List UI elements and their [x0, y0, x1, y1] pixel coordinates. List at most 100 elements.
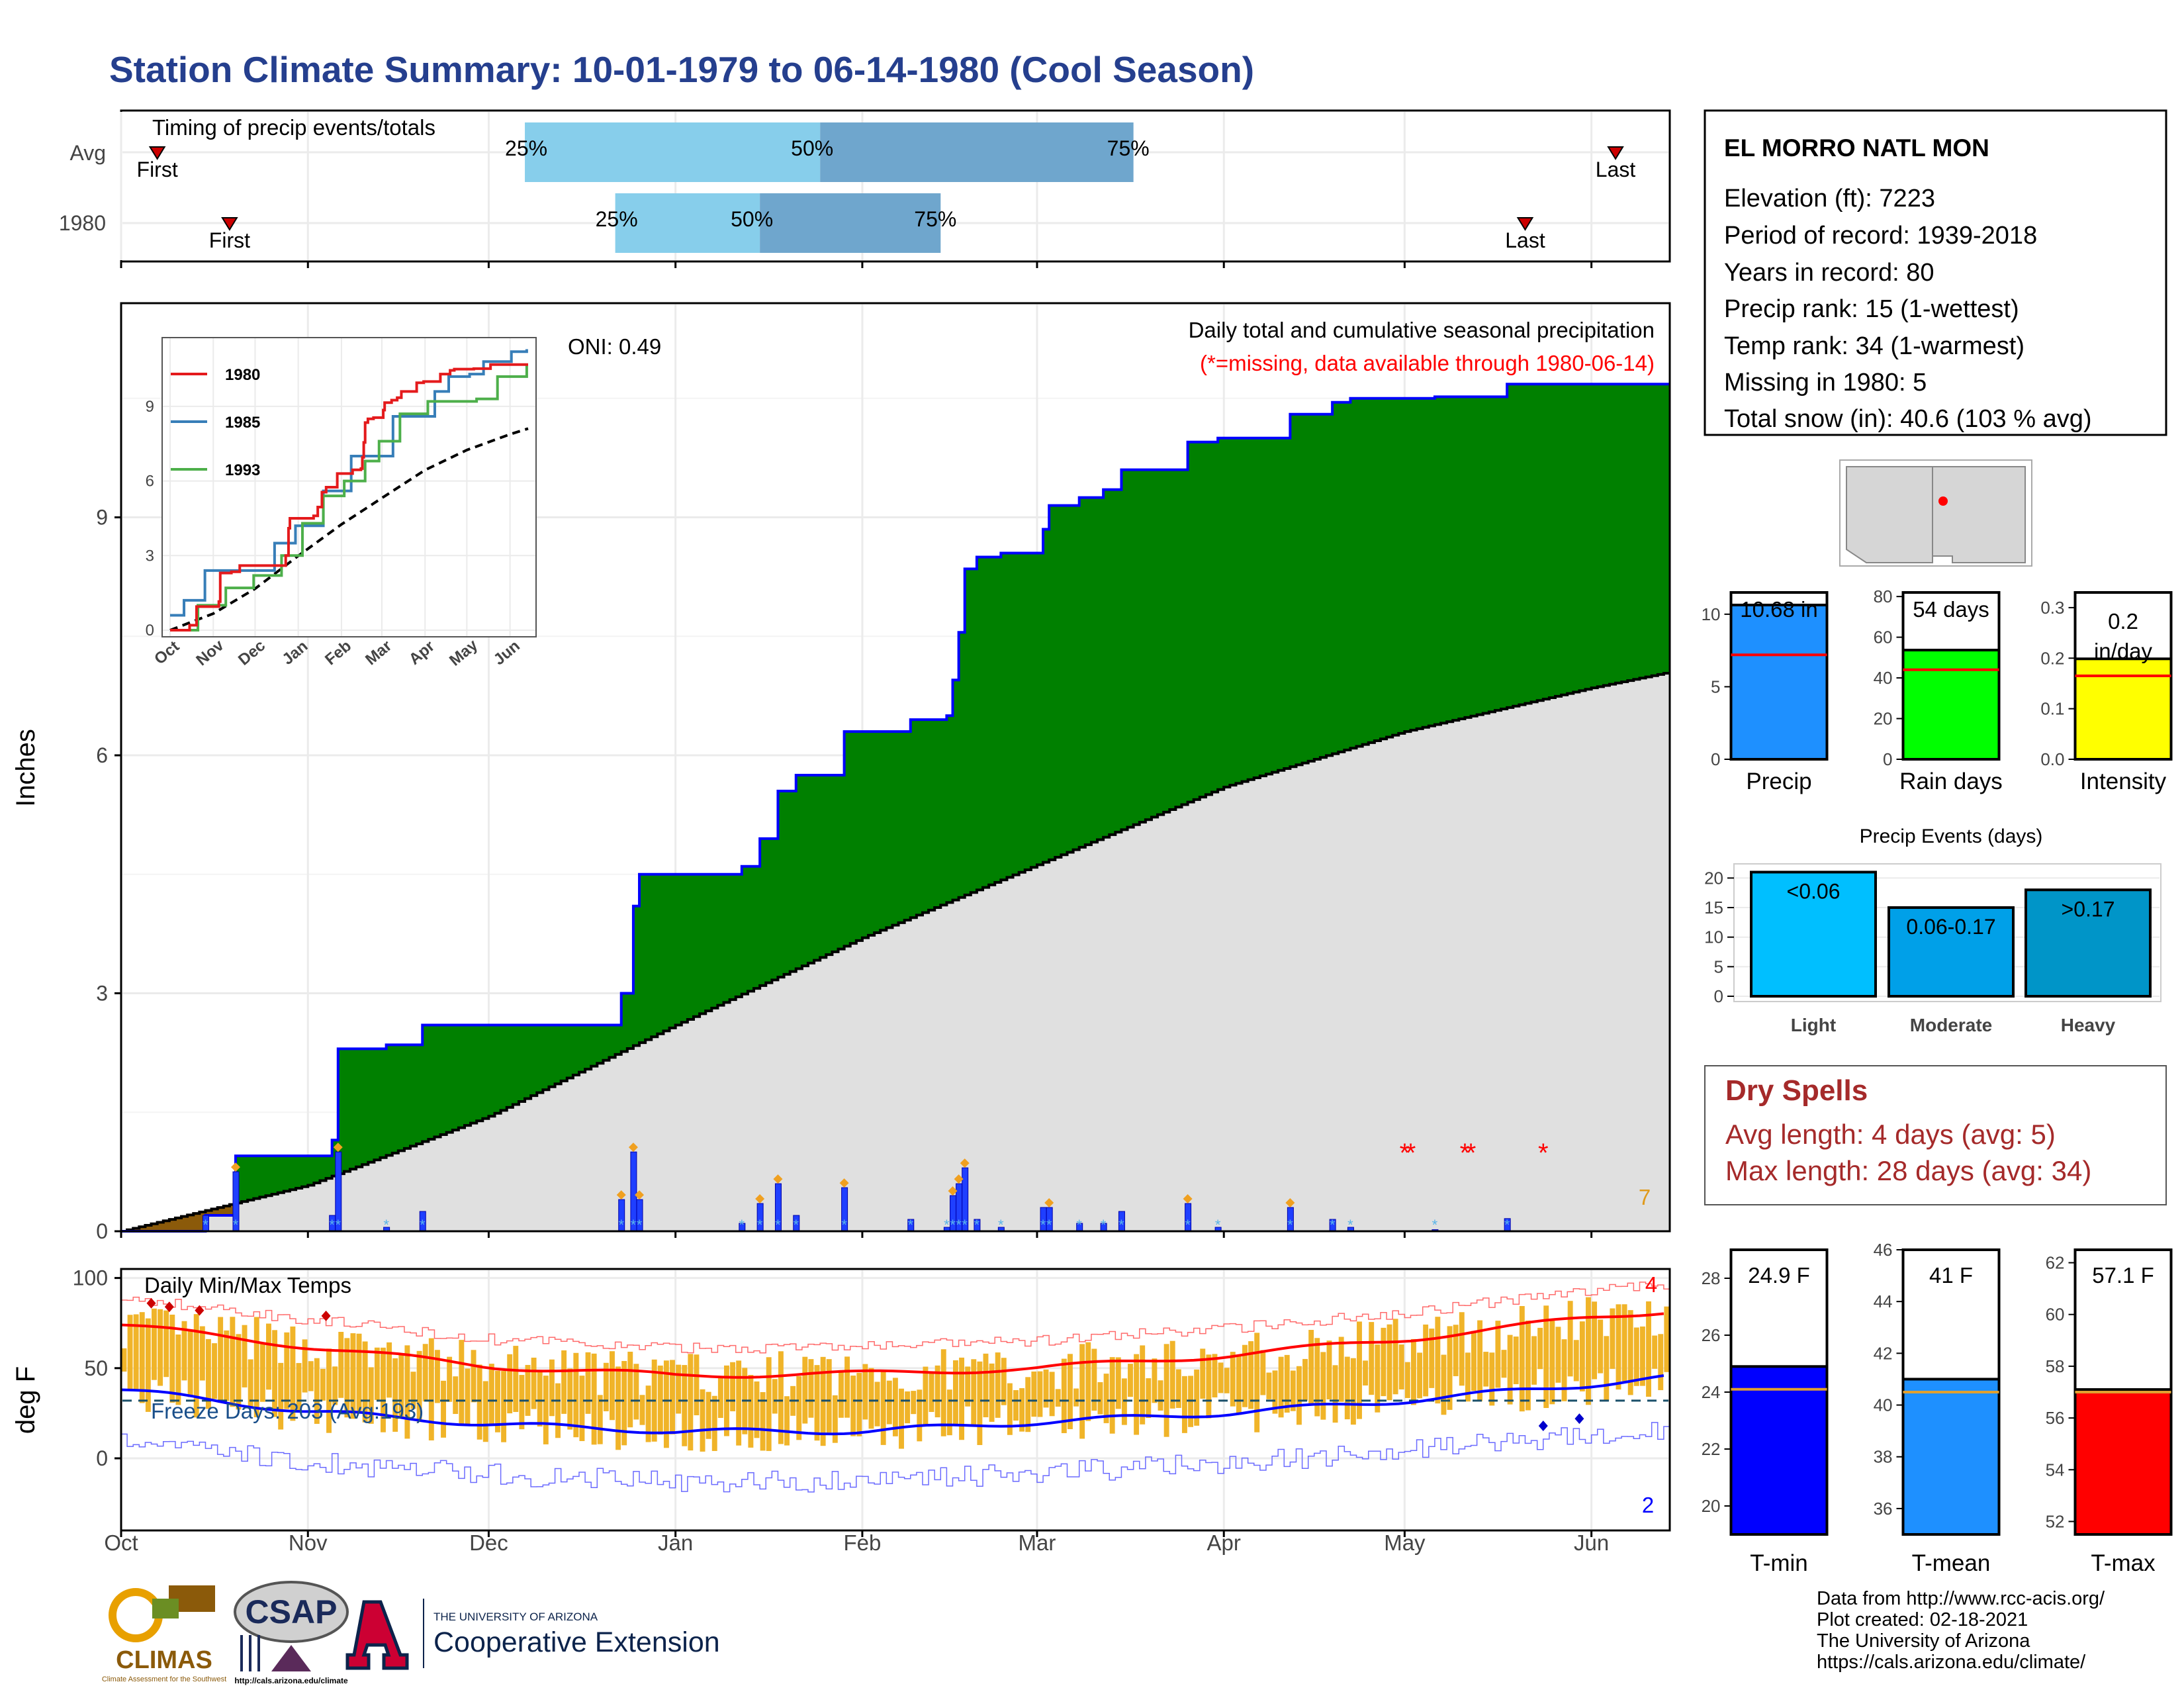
daily-temp-range-bar [946, 1389, 952, 1436]
precip-events-title: Precip Events (days) [1860, 825, 2043, 847]
daily-temp-range-bar [537, 1372, 543, 1427]
snow-marker: * [329, 1217, 335, 1233]
above-average-segment [248, 1156, 254, 1200]
above-average-segment [687, 874, 694, 1019]
event-bar-label: >0.17 [2062, 897, 2115, 921]
daily-temp-range-bar [1242, 1344, 1248, 1407]
above-average-segment [452, 1025, 459, 1131]
daily-temp-range-bar [495, 1370, 500, 1432]
daily-temp-range-bar [272, 1330, 278, 1417]
snow-marker: * [1287, 1217, 1293, 1233]
above-average-segment [494, 1025, 502, 1113]
quartile-bar-lower [525, 122, 821, 182]
above-average-segment [362, 1049, 369, 1165]
snow-marker: * [1076, 1217, 1082, 1233]
daily-temp-range-bar [434, 1350, 440, 1403]
quartile-bar-upper [760, 193, 941, 253]
daily-temp-range-bar [356, 1333, 362, 1413]
daily-temp-range-bar [242, 1325, 248, 1387]
daily-temp-range-bar [212, 1343, 217, 1399]
daily-temp-range-bar [1049, 1372, 1055, 1417]
daily-temp-range-bar [934, 1365, 940, 1418]
above-average-segment [1422, 398, 1430, 727]
daily-temp-range-bar [441, 1380, 446, 1438]
station-line: Total snow (in): 40.6 (103 % avg) [1724, 405, 2092, 433]
summary-y-tick-label: 40 [1874, 668, 1893, 688]
temp-summary-y-tick-label: 38 [1874, 1447, 1893, 1467]
daily-temp-range-bar [1163, 1344, 1169, 1437]
above-average-segment [760, 838, 766, 986]
above-average-segment [983, 557, 989, 888]
first-event-marker-label: First [137, 158, 178, 181]
daily-temp-range-bar [899, 1388, 904, 1449]
daily-temp-range-bar [543, 1376, 549, 1444]
above-average-segment [1579, 384, 1586, 691]
above-average-segment [1127, 469, 1134, 827]
daily-temp-range-bar [639, 1395, 645, 1425]
temp-summary-y-tick-label: 24 [1702, 1382, 1721, 1402]
temp-summary-category-label: T-max [2091, 1550, 2156, 1576]
above-average-segment [1007, 553, 1014, 878]
daily-temp-range-bar [1320, 1352, 1326, 1420]
above-average-segment [1043, 529, 1050, 863]
daily-temp-range-bar [1381, 1327, 1387, 1397]
daily-temp-range-bar [711, 1395, 717, 1451]
daily-temp-range-bar [1001, 1358, 1007, 1405]
corner-count: 7 [1639, 1185, 1651, 1209]
dry-spells-avg: Avg length: 4 days (avg: 5) [1725, 1119, 2056, 1150]
above-average-segment [446, 1025, 453, 1133]
below-average-segment [139, 1227, 146, 1231]
daily-temp-range-bar [1441, 1354, 1447, 1415]
above-average-segment [1494, 397, 1502, 711]
daily-temp-range-bar [314, 1358, 320, 1424]
above-average-segment [1242, 438, 1249, 782]
record-high-marker [146, 1297, 156, 1309]
daily-temp-range-bar [1067, 1354, 1073, 1429]
above-average-segment [1344, 402, 1351, 751]
above-average-segment [929, 720, 935, 910]
temp-summary-bar [1901, 1378, 2001, 1536]
daily-temp-range-bar [814, 1365, 820, 1441]
temp-max-count: 4 [1645, 1272, 1657, 1297]
logos: CLIMAS Climate Assessment for the Southw… [102, 1581, 720, 1685]
below-average-segment [169, 1219, 176, 1231]
daily-temp-range-bar [880, 1370, 886, 1445]
daily-temp-range-bar [856, 1372, 862, 1436]
daily-temp-range-bar [1236, 1355, 1242, 1415]
daily-temp-range-bar [1128, 1364, 1133, 1397]
above-average-segment [1555, 384, 1562, 696]
above-average-segment [1525, 384, 1532, 704]
daily-temp-range-bar [1621, 1304, 1627, 1382]
daily-temp-range-bar [1423, 1324, 1429, 1397]
above-average-segment [1639, 384, 1647, 679]
daily-temp-range-bar [308, 1361, 314, 1391]
above-average-segment [1392, 398, 1399, 735]
above-average-segment [1024, 553, 1032, 870]
above-average-segment [368, 1049, 375, 1162]
daily-temp-range-bar [940, 1349, 946, 1436]
above-average-segment [1055, 505, 1062, 858]
daily-temp-range-bar [579, 1376, 585, 1441]
daily-temp-range-bar [905, 1391, 911, 1424]
daily-temp-range-bar [302, 1339, 308, 1393]
daily-temp-range-bar [230, 1317, 236, 1407]
record-high-marker [321, 1310, 331, 1321]
daily-temp-range-bar [1272, 1370, 1278, 1414]
daily-temp-range-bar [332, 1366, 338, 1405]
summary-value-label: 10.68 in [1740, 597, 1817, 622]
daily-temp-range-bar [1459, 1312, 1465, 1386]
csap-logo: CSAP http://cals.arizona.edu/climate [234, 1581, 349, 1685]
daily-temp-range-bar [428, 1338, 434, 1440]
above-average-segment [386, 1045, 393, 1156]
above-average-segment [754, 866, 760, 989]
missing-data-marker: * [1538, 1139, 1549, 1168]
daily-temp-range-bar [971, 1359, 977, 1425]
above-average-segment [735, 874, 743, 997]
daily-temp-range-bar [1212, 1354, 1218, 1398]
temp-summary-bar [1729, 1365, 1829, 1536]
inset-y-tick-label: 3 [146, 547, 154, 565]
summary-y-tick-label: 10 [1702, 604, 1721, 624]
daily-temp-range-bar [868, 1368, 874, 1429]
daily-temp-range-bar [326, 1348, 332, 1433]
below-average-segment [187, 1215, 194, 1231]
